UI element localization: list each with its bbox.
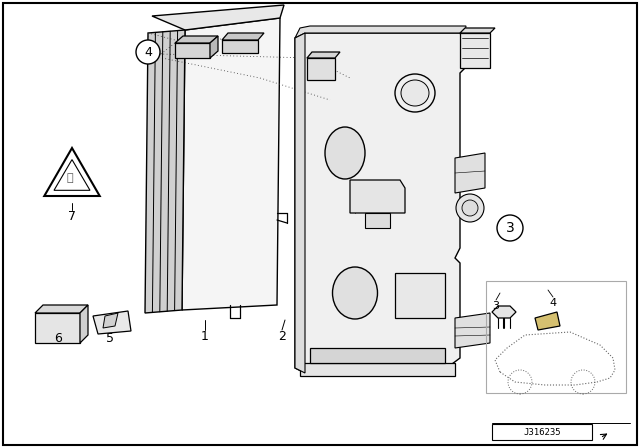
Ellipse shape	[395, 74, 435, 112]
Polygon shape	[35, 313, 80, 343]
Polygon shape	[175, 36, 218, 43]
Polygon shape	[295, 33, 465, 373]
Circle shape	[456, 194, 484, 222]
Text: 3: 3	[506, 221, 515, 235]
Polygon shape	[460, 28, 495, 33]
Polygon shape	[93, 311, 131, 334]
Text: 7: 7	[68, 210, 76, 223]
Polygon shape	[210, 36, 218, 58]
Polygon shape	[222, 33, 264, 40]
Polygon shape	[455, 153, 485, 193]
Ellipse shape	[325, 127, 365, 179]
Polygon shape	[80, 305, 88, 343]
Polygon shape	[310, 348, 445, 363]
Circle shape	[497, 215, 523, 241]
Text: 1: 1	[201, 329, 209, 343]
Bar	[395, 273, 445, 318]
Polygon shape	[295, 33, 305, 373]
Text: 3: 3	[493, 301, 499, 311]
Polygon shape	[103, 313, 118, 328]
Polygon shape	[145, 30, 185, 313]
Polygon shape	[44, 148, 100, 196]
Polygon shape	[350, 180, 405, 213]
Polygon shape	[535, 312, 560, 330]
Polygon shape	[307, 52, 340, 58]
Polygon shape	[460, 33, 490, 68]
Polygon shape	[492, 306, 516, 318]
Text: 6: 6	[54, 332, 62, 345]
Polygon shape	[365, 213, 390, 228]
Text: 4: 4	[144, 46, 152, 59]
Ellipse shape	[401, 80, 429, 106]
Polygon shape	[307, 58, 335, 80]
Bar	[492, 424, 592, 440]
Text: ✋: ✋	[67, 173, 74, 183]
Polygon shape	[455, 313, 490, 348]
Ellipse shape	[333, 267, 378, 319]
Polygon shape	[182, 18, 280, 310]
Text: 5: 5	[106, 332, 114, 345]
Polygon shape	[222, 40, 258, 53]
Polygon shape	[295, 26, 466, 38]
Polygon shape	[175, 43, 210, 58]
Circle shape	[462, 200, 478, 216]
Polygon shape	[152, 5, 284, 30]
Text: 2: 2	[278, 329, 286, 343]
Polygon shape	[35, 305, 88, 313]
Text: J316235: J316235	[523, 427, 561, 436]
Polygon shape	[300, 363, 455, 376]
Circle shape	[136, 40, 160, 64]
Text: 4: 4	[549, 298, 557, 308]
Bar	[486, 281, 626, 393]
